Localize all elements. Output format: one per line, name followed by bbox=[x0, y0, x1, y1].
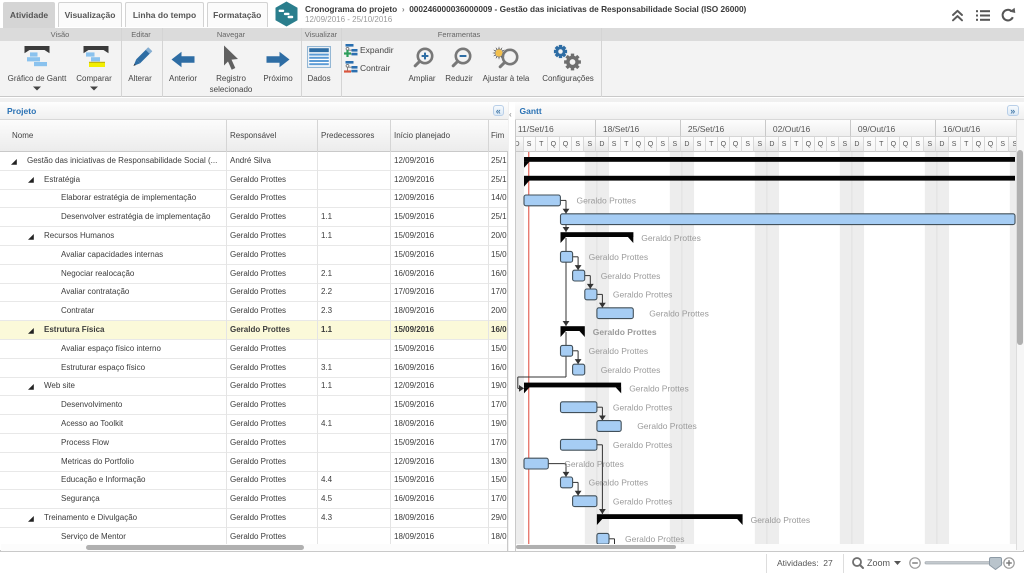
svg-text:Geraldo Prottes: Geraldo Prottes bbox=[564, 459, 624, 469]
svg-text:Geraldo Prottes: Geraldo Prottes bbox=[600, 365, 660, 375]
svg-text:Geraldo Prottes: Geraldo Prottes bbox=[612, 290, 672, 300]
svg-text:Geraldo Prottes: Geraldo Prottes bbox=[637, 421, 697, 431]
svg-text:Geraldo Prottes: Geraldo Prottes bbox=[592, 327, 656, 337]
svg-text:Geraldo Prottes: Geraldo Prottes bbox=[588, 478, 648, 488]
svg-text:Geraldo Prottes: Geraldo Prottes bbox=[625, 534, 685, 544]
svg-text:Geraldo Prottes: Geraldo Prottes bbox=[612, 402, 672, 412]
svg-text:Geraldo Prottes: Geraldo Prottes bbox=[750, 515, 810, 525]
svg-text:Geraldo Prottes: Geraldo Prottes bbox=[649, 308, 709, 318]
svg-text:Geraldo Prottes: Geraldo Prottes bbox=[629, 384, 689, 394]
svg-text:Geraldo Prottes: Geraldo Prottes bbox=[612, 440, 672, 450]
svg-text:Geraldo Prottes: Geraldo Prottes bbox=[588, 252, 648, 262]
svg-text:Geraldo Prottes: Geraldo Prottes bbox=[641, 233, 701, 243]
svg-text:Geraldo Prottes: Geraldo Prottes bbox=[612, 496, 672, 506]
svg-text:Geraldo Prottes: Geraldo Prottes bbox=[588, 346, 648, 356]
svg-text:Zoom: Zoom bbox=[867, 558, 890, 568]
svg-text:Geraldo Prottes: Geraldo Prottes bbox=[576, 196, 636, 206]
svg-text:Geraldo Prottes: Geraldo Prottes bbox=[600, 271, 660, 281]
